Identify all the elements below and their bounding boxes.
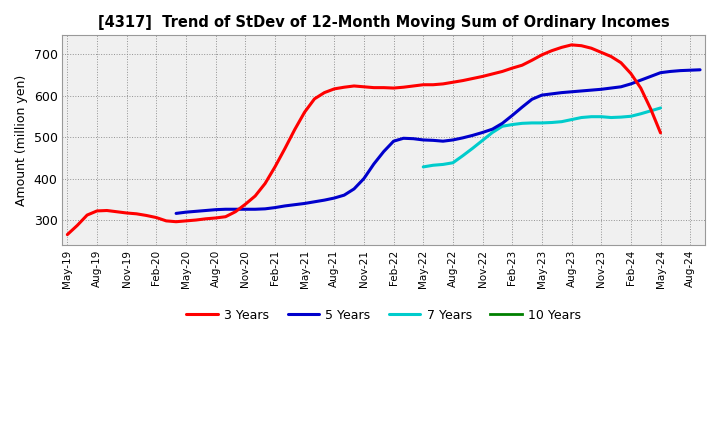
3 Years [379, 85, 388, 90]
5 Years [528, 97, 536, 102]
3 Years [587, 46, 595, 51]
3 Years [181, 218, 190, 224]
7 Years [508, 122, 516, 127]
3 Years [656, 130, 665, 136]
5 Years [478, 130, 487, 135]
7 Years [538, 120, 546, 125]
7 Years [528, 120, 536, 125]
7 Years [547, 120, 556, 125]
3 Years [202, 216, 210, 221]
Legend: 3 Years, 5 Years, 7 Years, 10 Years: 3 Years, 5 Years, 7 Years, 10 Years [181, 304, 586, 327]
Line: 5 Years: 5 Years [176, 70, 700, 213]
7 Years [449, 160, 457, 165]
7 Years [656, 105, 665, 110]
7 Years [488, 130, 497, 135]
7 Years [626, 114, 635, 119]
3 Years [567, 42, 576, 48]
5 Years [261, 206, 269, 212]
5 Years [459, 135, 467, 140]
7 Years [469, 146, 477, 151]
7 Years [587, 114, 595, 119]
7 Years [498, 124, 507, 129]
5 Years [369, 161, 378, 167]
5 Years [696, 67, 704, 73]
5 Years [172, 211, 181, 216]
7 Years [459, 153, 467, 158]
7 Years [438, 162, 447, 167]
7 Years [419, 164, 428, 169]
7 Years [518, 121, 526, 126]
7 Years [478, 138, 487, 143]
7 Years [567, 117, 576, 122]
3 Years [271, 164, 279, 169]
7 Years [647, 108, 655, 114]
7 Years [429, 163, 438, 168]
Title: [4317]  Trend of StDev of 12-Month Moving Sum of Ordinary Incomes: [4317] Trend of StDev of 12-Month Moving… [98, 15, 670, 30]
Line: 3 Years: 3 Years [68, 45, 660, 235]
7 Years [557, 119, 566, 125]
3 Years [419, 82, 428, 88]
Y-axis label: Amount (million yen): Amount (million yen) [15, 74, 28, 206]
7 Years [577, 115, 586, 120]
7 Years [636, 111, 645, 117]
3 Years [63, 232, 72, 237]
7 Years [616, 114, 625, 120]
Line: 7 Years: 7 Years [423, 108, 660, 167]
7 Years [607, 115, 616, 120]
5 Years [488, 127, 497, 132]
7 Years [597, 114, 606, 119]
